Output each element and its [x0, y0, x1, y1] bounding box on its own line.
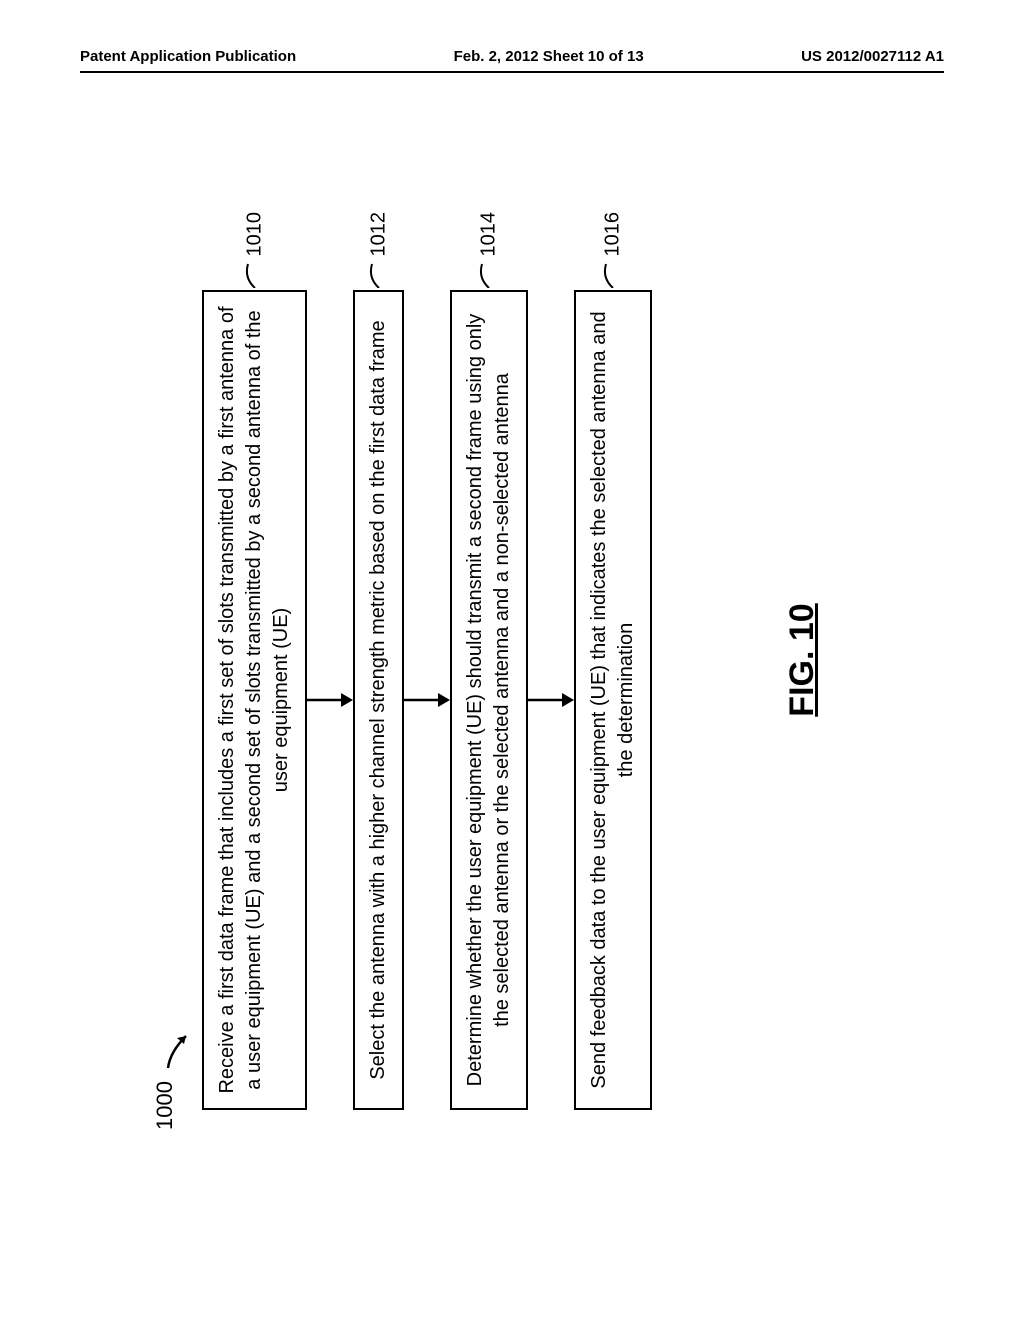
flow-connector [307, 290, 353, 1110]
header-left: Patent Application Publication [80, 48, 296, 65]
header-center: Feb. 2, 2012 Sheet 10 of 13 [454, 48, 644, 65]
figure-caption: FIG. 10 [783, 150, 822, 1170]
flow-step-text: Receive a first data frame that includes… [216, 306, 292, 1093]
flow-step-text: Select the antenna with a higher channel… [367, 320, 389, 1079]
flow-step-label: 1012 [365, 212, 392, 257]
page-header: Patent Application Publication Feb. 2, 2… [0, 48, 1024, 73]
lead-line-icon [478, 262, 500, 288]
lead-line-icon [244, 262, 266, 288]
flow-step-label: 1016 [600, 212, 627, 257]
lead-line-icon [602, 262, 624, 288]
lead-line-icon [368, 262, 390, 288]
flow-step-4: Send feedback data to the user equipment… [574, 290, 652, 1110]
arrow-down-icon [307, 690, 353, 710]
header-right: US 2012/0027112 A1 [801, 48, 944, 65]
flow-step-label: 1014 [476, 212, 503, 257]
header-row: Patent Application Publication Feb. 2, 2… [80, 48, 944, 65]
header-rule [80, 71, 944, 73]
arrow-down-icon [404, 690, 450, 710]
flow-step-1: Receive a first data frame that includes… [202, 290, 307, 1110]
flow-connector [528, 290, 574, 1110]
flow-step-label: 1010 [241, 212, 268, 257]
flow-step-3: Determine whether the user equipment (UE… [450, 290, 528, 1110]
flow-connector [404, 290, 450, 1110]
flowchart: Receive a first data frame that includes… [202, 290, 652, 1110]
arrow-down-icon [528, 690, 574, 710]
reference-arrow-icon [164, 1024, 194, 1070]
flow-step-text: Send feedback data to the user equipment… [588, 311, 637, 1088]
figure-area: 1000 Receive a first data frame that inc… [142, 150, 882, 1170]
figure-reference-number: 1000 [152, 1081, 178, 1130]
flow-step-text: Determine whether the user equipment (UE… [464, 314, 513, 1087]
flow-step-2: Select the antenna with a higher channel… [353, 290, 404, 1110]
